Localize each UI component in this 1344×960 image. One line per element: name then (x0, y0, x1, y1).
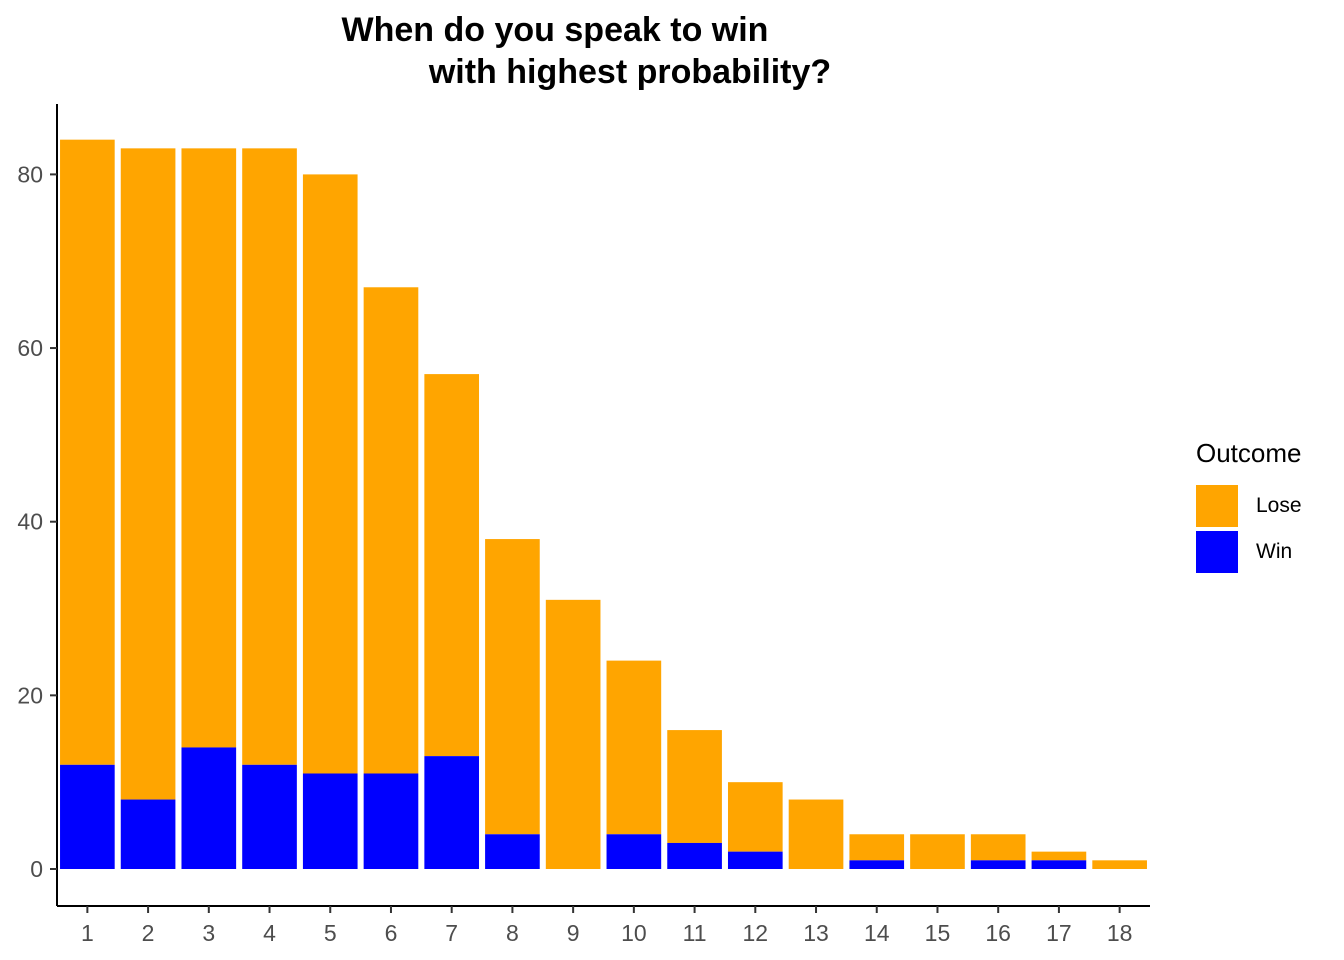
chart-title-line-2: with highest probability? (428, 53, 832, 91)
bar-win-8 (485, 834, 540, 869)
chart-title-line-1: When do you speak to win (341, 11, 769, 49)
y-tick-label-20: 20 (17, 682, 43, 708)
x-tick-label-18: 18 (1107, 920, 1133, 946)
x-tick-label-15: 15 (925, 920, 951, 946)
bar-lose-14 (849, 834, 905, 861)
x-tick-label-8: 8 (506, 920, 519, 946)
bar-lose-13 (788, 799, 844, 869)
bar-win-1 (60, 764, 115, 869)
legend-swatch-win (1196, 531, 1238, 573)
bar-lose-12 (727, 782, 783, 852)
bar-win-2 (120, 799, 176, 869)
x-tick-label-10: 10 (621, 920, 647, 946)
x-tick-label-9: 9 (567, 920, 580, 946)
bar-win-12 (727, 851, 783, 869)
bar-win-14 (849, 860, 905, 869)
x-tick-label-1: 1 (81, 920, 94, 946)
bar-lose-17 (1031, 851, 1087, 861)
bar-lose-2 (120, 148, 176, 800)
x-tick-label-11: 11 (683, 920, 707, 946)
x-tick-label-6: 6 (385, 920, 398, 946)
bar-win-5 (302, 773, 358, 869)
bar-lose-16 (970, 834, 1026, 861)
bar-lose-10 (606, 660, 662, 835)
bar-lose-1 (60, 139, 115, 765)
bar-lose-3 (181, 148, 237, 748)
legend-item-lose: Lose (1196, 483, 1336, 529)
bars-layer (60, 139, 1147, 869)
x-tick-label-12: 12 (743, 920, 769, 946)
bar-lose-6 (363, 287, 419, 774)
bar-win-7 (424, 756, 480, 869)
bar-lose-9 (545, 599, 601, 869)
bar-win-6 (363, 773, 419, 869)
legend-label-lose: Lose (1256, 494, 1302, 517)
bar-lose-18 (1092, 860, 1147, 869)
y-tick-label-60: 60 (17, 335, 43, 361)
bar-win-4 (242, 764, 297, 869)
x-tick-label-4: 4 (263, 920, 276, 946)
legend-label-win: Win (1256, 540, 1293, 563)
x-tick-label-16: 16 (985, 920, 1011, 946)
bar-lose-15 (910, 834, 965, 869)
bar-win-17 (1031, 860, 1087, 869)
bar-lose-7 (424, 374, 480, 757)
x-tick-label-5: 5 (324, 920, 337, 946)
bar-win-16 (970, 860, 1026, 869)
bar-lose-5 (302, 174, 358, 774)
bar-win-11 (667, 842, 722, 869)
bar-lose-8 (485, 539, 540, 835)
x-tick-label-14: 14 (864, 920, 890, 946)
bar-win-3 (181, 747, 237, 869)
x-tick-label-7: 7 (445, 920, 458, 946)
bar-win-10 (606, 834, 662, 869)
x-tick-label-13: 13 (803, 920, 829, 946)
legend-item-win: Win (1196, 529, 1336, 575)
legend: Outcome Lose Win (1196, 438, 1336, 575)
y-tick-label-80: 80 (17, 161, 43, 187)
bar-lose-11 (667, 730, 722, 843)
legend-swatch-lose (1196, 485, 1238, 527)
bar-lose-4 (242, 148, 297, 765)
x-tick-label-3: 3 (202, 920, 215, 946)
y-tick-label-40: 40 (17, 509, 43, 535)
y-tick-label-0: 0 (30, 856, 43, 882)
legend-title: Outcome (1196, 438, 1302, 468)
x-tick-label-17: 17 (1046, 920, 1072, 946)
x-tick-label-2: 2 (142, 920, 155, 946)
